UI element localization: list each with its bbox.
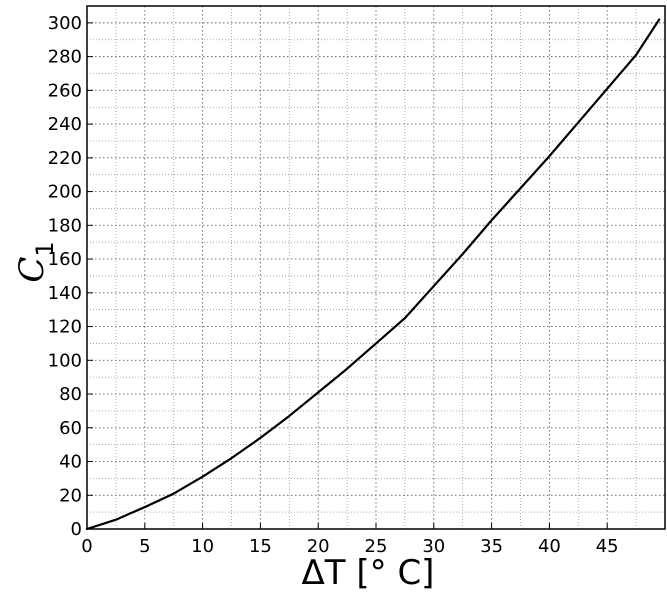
y-tick-label: 160 <box>48 249 82 270</box>
x-tick-label: 15 <box>249 536 272 557</box>
y-tick-label: 300 <box>48 13 82 34</box>
y-tick-label: 120 <box>48 317 82 338</box>
y-axis-label: C1 <box>12 241 59 282</box>
y-tick-label: 60 <box>59 418 82 439</box>
x-tick-label: 0 <box>81 536 92 557</box>
series-group <box>85 18 661 531</box>
y-tick-label: 140 <box>48 283 82 304</box>
x-tick-label: 30 <box>422 536 445 557</box>
x-axis-label: ΔT [° C] <box>302 553 435 593</box>
plot-frame <box>86 5 666 530</box>
x-tick-labels: 0 5 10 15 20 25 30 35 40 45 <box>81 536 618 557</box>
y-tick-label: 260 <box>48 80 82 101</box>
y-tick-label: 80 <box>59 384 82 405</box>
y-axis-label-main: C <box>12 257 52 283</box>
y-tick-label: 20 <box>59 485 82 506</box>
grid-lines <box>86 6 665 530</box>
x-tick-label: 25 <box>365 536 388 557</box>
y-tick-label: 280 <box>48 47 82 68</box>
y-tick-label: 220 <box>48 148 82 169</box>
x-tick-label: 10 <box>191 536 214 557</box>
x-tick-label: 35 <box>480 536 503 557</box>
svg-text:C1: C1 <box>12 241 59 282</box>
y-tick-label: 100 <box>48 350 82 371</box>
x-tick-label: 45 <box>596 536 619 557</box>
y-tick-label: 0 <box>71 519 82 540</box>
y-tick-labels: 0 20 40 60 80 100 120 140 160 180 200 220 240 260 280 3… <box>48 13 82 540</box>
y-tick-label: 40 <box>59 452 82 473</box>
y-axis-label-subscript: 1 <box>31 241 59 256</box>
series-line-1 <box>85 18 661 531</box>
y-tick-label: 200 <box>48 182 82 203</box>
y-tick-label: 240 <box>48 114 82 135</box>
x-tick-label: 20 <box>307 536 330 557</box>
x-tick-label: 40 <box>538 536 561 557</box>
x-tick-label: 5 <box>139 536 150 557</box>
y-tick-label: 180 <box>48 215 82 236</box>
